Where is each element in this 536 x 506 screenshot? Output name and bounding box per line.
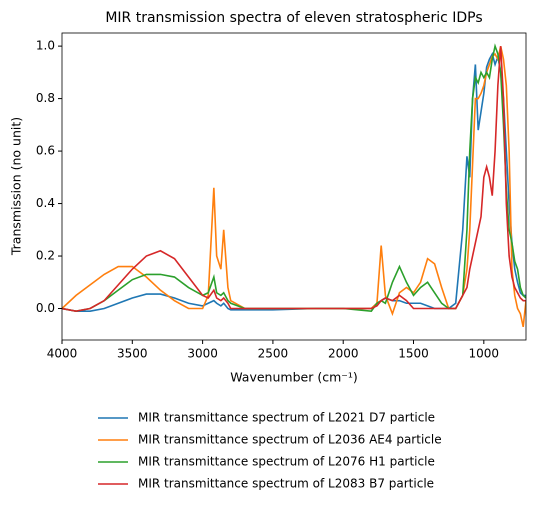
x-axis-label: Wavenumber (cm⁻¹) [230,370,357,385]
plot-frame [61,32,527,341]
x-tick-label: 4000 [47,347,78,361]
legend-label: MIR transmittance spectrum of L2076 H1 p… [138,455,435,469]
y-tick-label: 0.2 [36,249,55,263]
y-tick-label: 0.4 [36,196,55,210]
y-tick-label: 0.6 [36,144,55,158]
y-tick-label: 0.8 [36,91,55,105]
y-tick-label: 0.0 [36,301,55,315]
chart-title: MIR transmission spectra of eleven strat… [105,10,482,26]
y-axis-label: Transmission (no unit) [9,117,24,256]
x-tick-label: 1500 [398,347,429,361]
x-tick-label: 3000 [187,347,218,361]
x-tick-label: 2500 [258,347,289,361]
x-tick-label: 3500 [117,347,148,361]
series-line [62,43,526,312]
series-line [62,51,526,312]
x-tick-label: 2000 [328,347,359,361]
legend-label: MIR transmittance spectrum of L2021 D7 p… [138,411,435,425]
series-line [62,45,526,328]
legend-label: MIR transmittance spectrum of L2083 B7 p… [138,477,434,491]
x-tick-label: 1000 [469,347,500,361]
y-tick-label: 1.0 [36,39,55,53]
series-line [62,46,526,312]
legend-label: MIR transmittance spectrum of L2036 AE4 … [138,433,442,447]
